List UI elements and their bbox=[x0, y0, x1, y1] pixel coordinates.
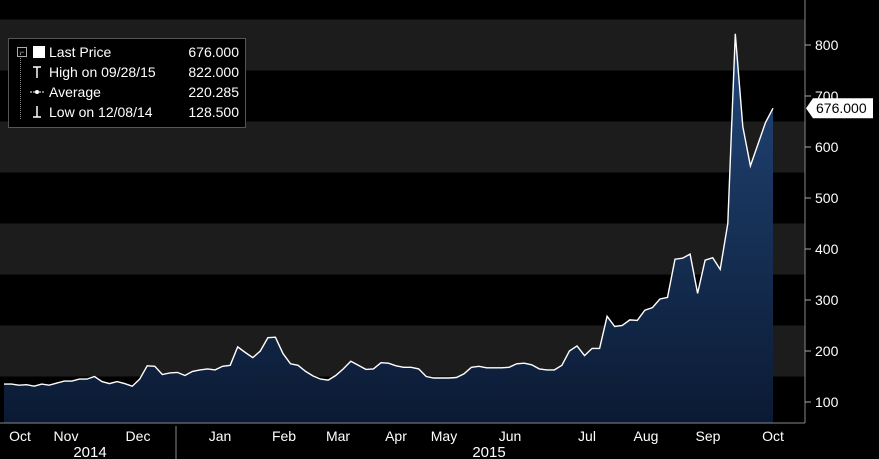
grid-band bbox=[0, 172, 805, 224]
x-tick-label: Jan bbox=[209, 428, 232, 444]
x-tick-label: Oct bbox=[762, 428, 784, 444]
legend-label: Low on 12/08/14 bbox=[49, 104, 153, 120]
low-marker-icon bbox=[33, 106, 41, 118]
legend-value: 822.000 bbox=[188, 64, 239, 80]
grid-band bbox=[0, 223, 805, 275]
last-price-swatch-icon bbox=[33, 46, 45, 58]
x-tick-label: Jun bbox=[499, 428, 522, 444]
year-label: 2014 bbox=[73, 444, 106, 459]
x-tick-label: Feb bbox=[272, 428, 296, 444]
legend-value: 676.000 bbox=[188, 44, 239, 60]
x-tick-label: Sep bbox=[696, 428, 721, 444]
legend-row-last-price: − Last Price 676.000 bbox=[9, 43, 245, 61]
legend-tree-lines bbox=[20, 53, 27, 119]
legend-row-average: Average 220.285 bbox=[9, 83, 245, 101]
y-tick-label: 400 bbox=[815, 241, 839, 257]
x-tick-label: Dec bbox=[126, 428, 151, 444]
legend-label: High on 09/28/15 bbox=[49, 64, 156, 80]
x-tick-label: Jul bbox=[578, 428, 596, 444]
y-tick-label: 100 bbox=[815, 394, 839, 410]
y-tick-label: 500 bbox=[815, 190, 839, 206]
year-label: 2015 bbox=[472, 444, 505, 459]
x-tick-label: May bbox=[431, 428, 457, 444]
y-tick-label: 800 bbox=[815, 37, 839, 53]
y-tick-label: 300 bbox=[815, 292, 839, 308]
x-tick-label: Oct bbox=[9, 428, 31, 444]
legend-row-low: Low on 12/08/14 128.500 bbox=[9, 103, 245, 121]
x-tick-label: Nov bbox=[54, 428, 79, 444]
legend-label: Last Price bbox=[49, 44, 112, 60]
last-price-label: 676.000 bbox=[816, 100, 867, 116]
last-price-marker: 676.000 bbox=[806, 98, 873, 119]
price-area bbox=[4, 33, 773, 424]
legend-label: Average bbox=[49, 84, 101, 100]
chart-legend: − Last Price 676.000 High on 09/28/15 82… bbox=[8, 38, 246, 128]
grid-band bbox=[0, 121, 805, 173]
x-tick-label: Aug bbox=[634, 428, 659, 444]
high-marker-icon bbox=[33, 66, 41, 78]
x-axis-ticks: Oct Nov Dec Jan Feb Mar Apr May Jun Jul Aug Sep Oct 2… bbox=[9, 426, 784, 459]
y-tick-label: 200 bbox=[815, 343, 839, 359]
last-price-box bbox=[806, 98, 873, 119]
legend-value: 220.285 bbox=[188, 84, 239, 100]
y-tick-label: 600 bbox=[815, 139, 839, 155]
average-marker-icon bbox=[30, 90, 44, 94]
x-tick-label: Mar bbox=[326, 428, 350, 444]
x-tick-label: Apr bbox=[385, 428, 407, 444]
legend-value: 128.500 bbox=[188, 104, 239, 120]
legend-row-high: High on 09/28/15 822.000 bbox=[9, 63, 245, 81]
price-line bbox=[4, 33, 774, 387]
collapse-icon[interactable]: − bbox=[17, 47, 27, 57]
grid-band bbox=[0, 0, 805, 20]
